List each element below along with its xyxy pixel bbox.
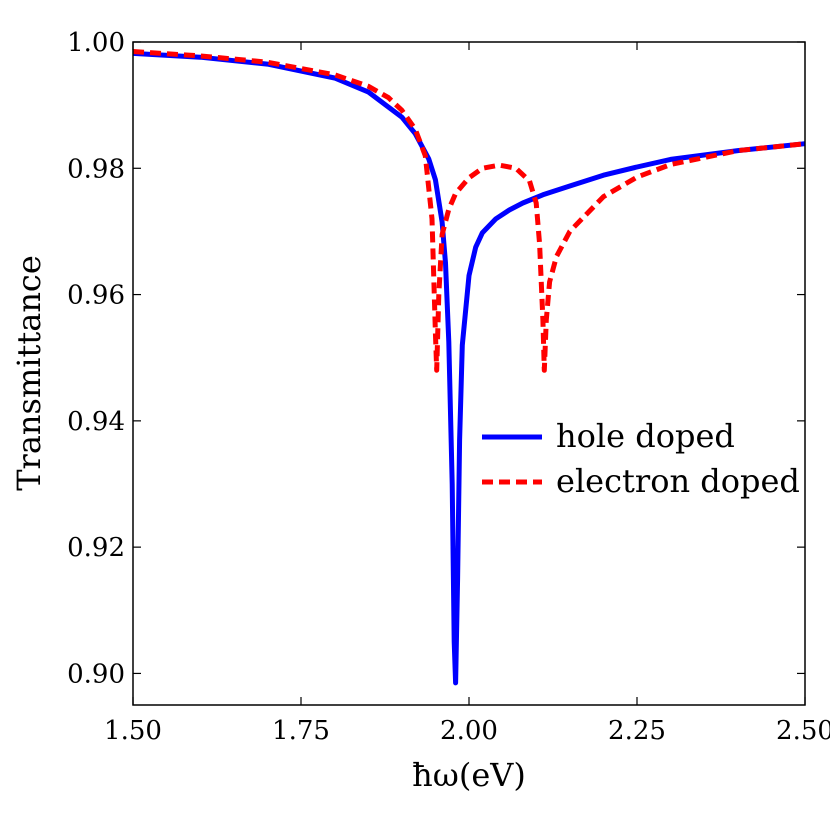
y-tick-label: 0.94 [67, 407, 125, 437]
series-line-hole-doped [132, 50, 806, 686]
x-tick-label: 2.00 [440, 716, 498, 746]
y-tick-label: 0.90 [67, 659, 125, 689]
x-axis-label: ħω(eV) [412, 756, 526, 794]
axis-tick-labels: 1.50 1.75 2.00 2.25 2.50 0.90 0.92 0.94 0.96 0.98… [67, 28, 830, 746]
series-line-electron-doped [132, 49, 806, 373]
legend: hole doped electron doped [482, 417, 800, 500]
x-tick-label: 1.75 [272, 716, 330, 746]
y-tick-label: 1.00 [67, 28, 125, 58]
axis-ticks [132, 41, 806, 705]
y-tick-label: 0.98 [67, 154, 125, 184]
series-lines [132, 49, 806, 686]
x-tick-label: 2.25 [608, 716, 666, 746]
y-tick-label: 0.96 [67, 281, 125, 311]
x-tick-label: 1.50 [104, 716, 162, 746]
legend-label-hole-doped: hole doped [556, 417, 735, 455]
y-tick-label: 0.92 [67, 533, 125, 563]
legend-label-electron-doped: electron doped [556, 462, 800, 500]
plot-frame [132, 41, 806, 706]
y-axis-label: Transmittance [10, 255, 48, 491]
x-tick-label: 2.50 [776, 716, 830, 746]
